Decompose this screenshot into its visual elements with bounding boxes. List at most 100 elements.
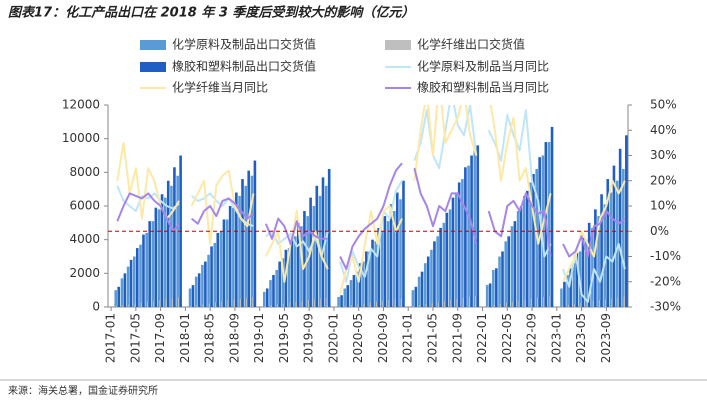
bar [567, 305, 571, 307]
bar [560, 288, 563, 307]
bar [241, 179, 244, 307]
bar [263, 291, 266, 307]
bar [345, 305, 348, 307]
bar [609, 192, 613, 307]
bar [603, 204, 607, 307]
bar [250, 175, 254, 307]
bar [269, 280, 272, 307]
x-tick-label: 2020-01 [326, 313, 340, 363]
bar [523, 195, 526, 307]
bar [617, 297, 621, 307]
bar [611, 298, 614, 307]
bar [247, 170, 251, 307]
bar [117, 286, 121, 307]
x-tick-label: 2019-09 [302, 313, 316, 363]
bar [142, 234, 145, 307]
bar [436, 236, 439, 307]
bar [456, 298, 460, 307]
bar [413, 305, 416, 307]
bar [402, 180, 405, 307]
bar [612, 165, 616, 307]
bar [389, 204, 393, 307]
bar [194, 276, 198, 307]
bar [394, 299, 398, 307]
x-tick-label: 2021-09 [450, 313, 464, 363]
bar [191, 285, 195, 307]
bar [371, 239, 374, 307]
bar [393, 211, 396, 307]
bar [133, 256, 136, 307]
bar [513, 221, 517, 307]
bar [362, 261, 365, 307]
bar [363, 303, 367, 307]
bar [574, 304, 577, 307]
bar [207, 254, 210, 307]
y2-tick-label: -10% [650, 249, 681, 263]
bar [114, 290, 118, 307]
line [116, 105, 626, 303]
bar [202, 304, 206, 307]
bar [566, 275, 569, 307]
bar [324, 185, 328, 307]
x-tick-label: 2022-01 [475, 313, 489, 363]
bar [157, 209, 161, 307]
bar [414, 286, 418, 307]
x-tick-label: 2023-01 [549, 313, 563, 363]
legend-label: 橡胶和塑料制品当月同比 [417, 80, 549, 95]
bar [215, 302, 218, 307]
legend-label: 化学原料及制品出口交货值 [172, 37, 316, 52]
x-tick-label: 2022-05 [500, 313, 514, 363]
bar [154, 207, 158, 307]
y2-tick-label: 0% [650, 224, 669, 238]
bar [278, 261, 281, 307]
bar [598, 300, 602, 307]
bar [201, 264, 204, 307]
bar [204, 261, 207, 307]
bar [501, 251, 504, 307]
bar [572, 263, 576, 307]
bar [338, 306, 342, 307]
bar [448, 209, 452, 307]
bar [129, 259, 133, 307]
bar [399, 199, 402, 307]
bar [594, 209, 597, 307]
bar [461, 179, 464, 307]
bar [301, 300, 305, 307]
bar [561, 305, 565, 307]
bar [151, 221, 155, 307]
bar [252, 296, 255, 307]
x-tick-label: 2021-05 [426, 313, 440, 363]
bar [222, 219, 226, 307]
bar [473, 150, 477, 307]
x-tick-label: 2017-05 [128, 313, 142, 363]
bar [530, 298, 534, 307]
bar [374, 241, 378, 307]
bar [128, 304, 132, 307]
bar [235, 192, 238, 307]
x-tick-label: 2017-09 [153, 313, 167, 363]
bar [283, 303, 286, 307]
bar [519, 206, 523, 307]
bar [177, 297, 181, 307]
bar [587, 222, 591, 307]
bar [476, 145, 480, 307]
bar [575, 253, 579, 307]
bar [145, 232, 148, 307]
bar [467, 165, 470, 307]
bar [277, 304, 280, 307]
bar [437, 301, 441, 307]
bar [233, 299, 237, 307]
bar [550, 126, 554, 307]
bar [433, 241, 436, 307]
bar [430, 249, 433, 307]
bar [171, 298, 175, 307]
bar [315, 185, 319, 307]
bar [227, 300, 231, 307]
bar [388, 300, 392, 307]
bar [625, 135, 628, 307]
bar [275, 269, 278, 307]
bar [464, 167, 467, 307]
bar [368, 251, 371, 307]
bar [196, 304, 200, 307]
bar [355, 271, 359, 307]
